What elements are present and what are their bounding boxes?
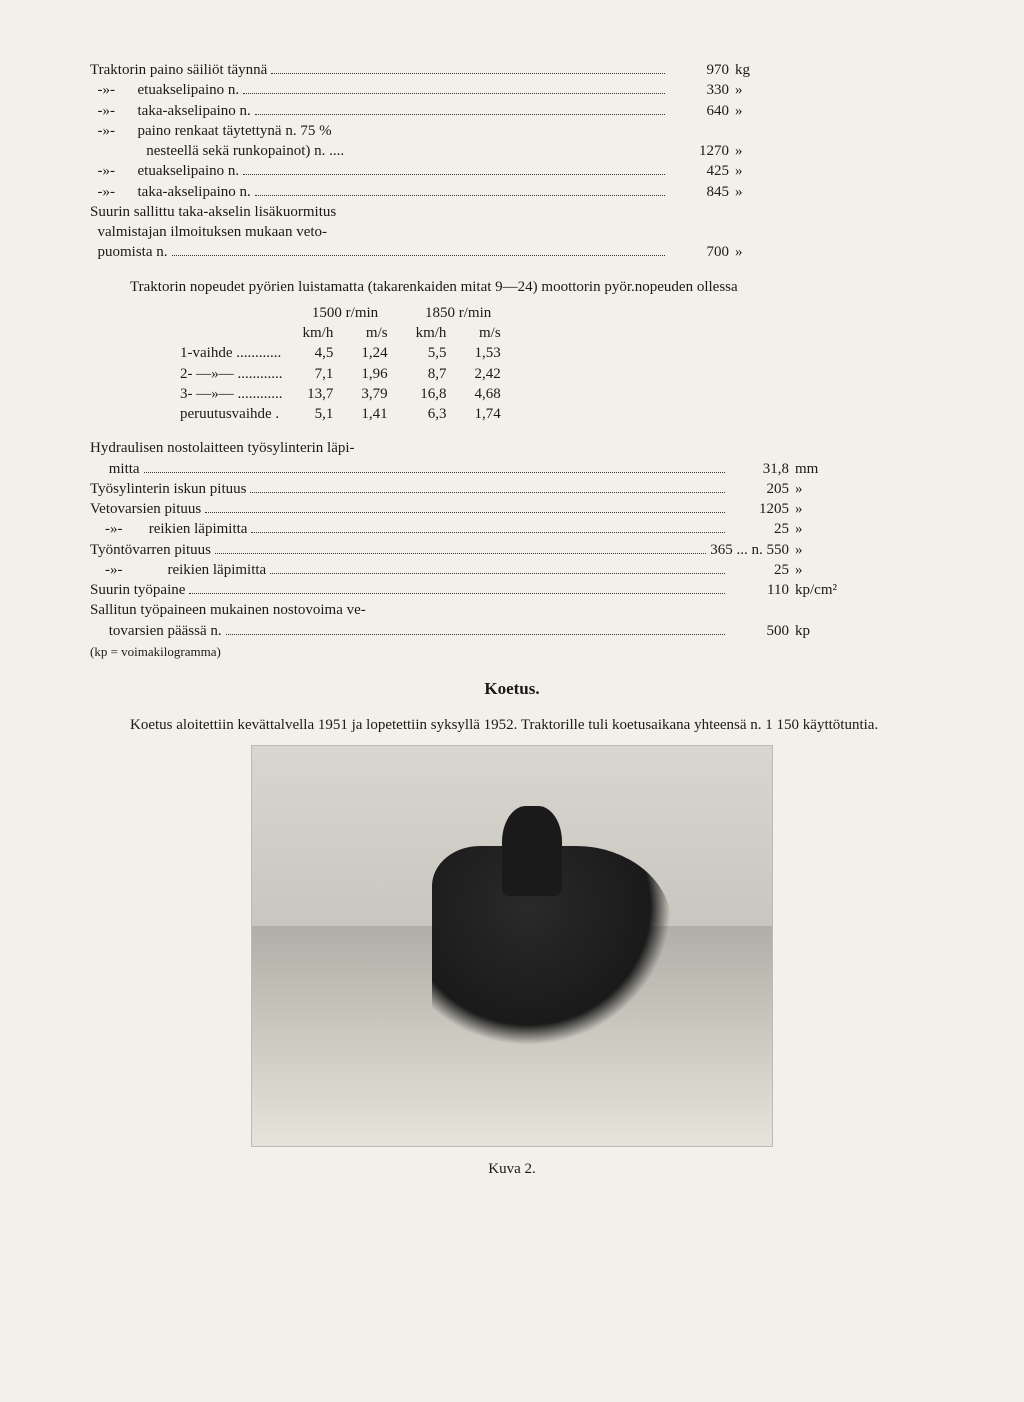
hydraulic-specs: Hydraulisen nostolaitteen työsylinterin … <box>90 438 850 641</box>
spec-row: mitta31,8mm <box>90 459 850 479</box>
tractor-photo <box>251 745 773 1147</box>
spec-row: -»- reikien läpimitta25» <box>90 560 850 580</box>
spec-row: Traktorin paino säiliöt täynnä970kg <box>90 60 790 80</box>
spec-row: -»- taka-akselipaino n.640» <box>90 101 790 121</box>
spec-row: Suurin sallittu taka-akselin lisäkuormit… <box>90 202 790 222</box>
weight-specs: Traktorin paino säiliöt täynnä970kg -»- … <box>90 60 790 263</box>
spec-row: -»- paino renkaat täytettynä n. 75 % <box>90 121 790 141</box>
spec-row: -»- etuakselipaino n.425» <box>90 161 790 181</box>
spec-row: -»- etuakselipaino n.330» <box>90 80 790 100</box>
spec-row: Hydraulisen nostolaitteen työsylinterin … <box>90 438 850 458</box>
figure-caption: Kuva 2. <box>90 1159 934 1179</box>
koetus-paragraph: Koetus aloitettiin kevättalvella 1951 ja… <box>90 715 934 735</box>
spec-row: valmistajan ilmoituksen mukaan veto- <box>90 222 790 242</box>
spec-row: Työsylinterin iskun pituus205» <box>90 479 850 499</box>
speed-table: 1500 r/min1850 r/minkm/hm/skm/hm/s1-vaih… <box>180 303 515 425</box>
spec-row: Vetovarsien pituus1205» <box>90 499 850 519</box>
spec-row: tovarsien päässä n.500kp <box>90 621 850 641</box>
spec-row: Suurin työpaine110kp/cm² <box>90 580 850 600</box>
kp-footnote: (kp = voimakilogramma) <box>90 643 934 661</box>
spec-row: nesteellä sekä runkopainot) n. ....1270» <box>90 141 790 161</box>
spec-row: -»- taka-akselipaino n.845» <box>90 182 790 202</box>
spec-row: puomista n.700» <box>90 242 790 262</box>
spec-row: Sallitun työpaineen mukainen nostovoima … <box>90 600 850 620</box>
spec-row: Työntövarren pituus365 ... n. 550» <box>90 540 850 560</box>
koetus-heading: Koetus. <box>90 678 934 701</box>
spec-row: -»- reikien läpimitta25» <box>90 519 850 539</box>
speed-intro: Traktorin nopeudet pyörien luistamatta (… <box>90 277 934 297</box>
